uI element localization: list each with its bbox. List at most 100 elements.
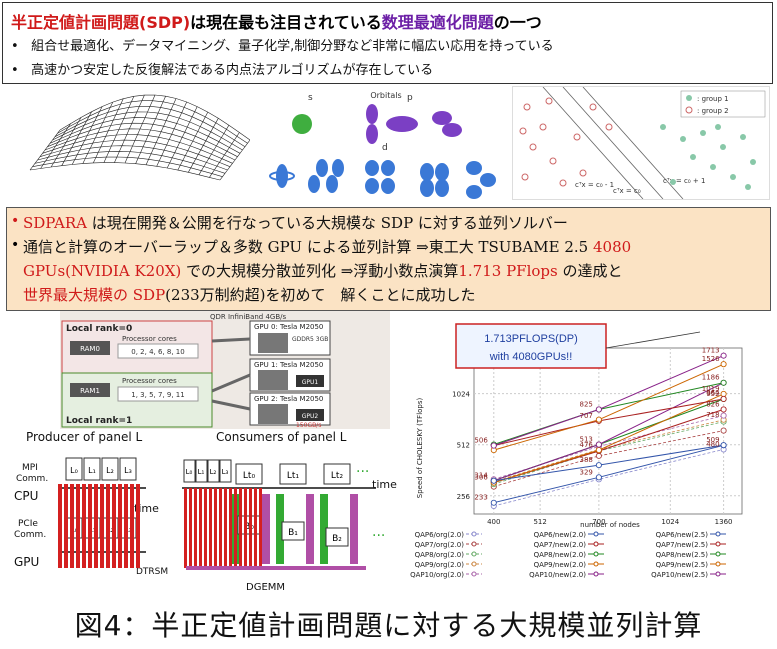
- svg-text:GDDR5 3GB: GDDR5 3GB: [292, 336, 328, 343]
- p-orbitals: [366, 104, 462, 144]
- mesh-line: [198, 125, 230, 175]
- classifier-legend: [680, 90, 766, 118]
- series-point: [595, 406, 602, 413]
- intro-box: 半正定値計画問題(SDP)は現在最も注目されている数理最適化問題の一つ • 組合…: [2, 2, 773, 84]
- mesh-line: [82, 101, 114, 164]
- svg-text:MPI: MPI: [22, 463, 38, 473]
- y-tick-label: 256: [457, 493, 471, 501]
- point-label: 707: [580, 412, 593, 420]
- classifier-figure: : group 1 : group 2 cᵀx = c₀ - 1 cᵀx = c…: [512, 86, 770, 200]
- mesh-line: [166, 106, 198, 169]
- series-point: [595, 462, 602, 469]
- consumer-dgemm-bar: [239, 488, 242, 568]
- sdpara-line-3: GPUs(NVIDIA K20X) での大規模分散並列化 ⇒浮動小数点演算1.7…: [23, 262, 623, 280]
- mesh-line: [135, 96, 166, 164]
- b-block-label: B₂: [332, 534, 342, 544]
- mpi-block: [83, 457, 101, 481]
- point-label: 952: [706, 390, 719, 398]
- legend-marker: [715, 571, 721, 577]
- ram1-box: [70, 383, 110, 397]
- svg-text:GPU 1: Tesla M2050: GPU 1: Tesla M2050: [254, 361, 323, 369]
- lt-block-label: Lt₁: [287, 471, 300, 481]
- legend-marker: [715, 541, 721, 547]
- sdpara-line-1: SDPARA は現在開発＆公開を行なっている大規模な SDP に対する並列ソルバ…: [23, 214, 568, 232]
- series-point: [720, 395, 727, 403]
- sdpara-line-2: 通信と計算のオーバーラップ＆多数 GPU による並列計算 ⇒東工大 TSUBAM…: [23, 238, 632, 256]
- point-label: 233: [474, 494, 487, 502]
- mesh-line: [209, 132, 240, 178]
- consumer-dgemm-bar: [249, 488, 252, 568]
- rank1-label: Local rank=1: [66, 416, 132, 426]
- pipeline-diagram: Producer of panel L Consumers of panel L…: [14, 430, 397, 593]
- consumer-dgemm-bar: [244, 488, 247, 568]
- point-label: 329: [580, 468, 593, 476]
- lt-block: [235, 463, 263, 485]
- mpi-block: [101, 457, 119, 481]
- mesh-line: [124, 94, 156, 164]
- time-label-left: time: [134, 502, 159, 515]
- group2-point: [573, 133, 581, 141]
- sdp-surface-plot: [29, 94, 250, 181]
- series-point: [490, 442, 497, 449]
- mesh-line: [61, 111, 92, 166]
- group1-point: [715, 124, 721, 130]
- eq-middle: cᵀx = c₀: [613, 187, 641, 195]
- producer-title: Producer of panel L: [26, 430, 142, 444]
- group1-point: [710, 164, 716, 170]
- dtrsm-bar: [124, 484, 128, 568]
- series-point: [720, 427, 727, 434]
- svg-text:Processor cores: Processor cores: [122, 335, 177, 343]
- group2-point: [545, 97, 553, 105]
- dtrsm-bar: [88, 484, 92, 568]
- mesh-line: [188, 118, 219, 173]
- legend-label: QAP6/new(2.5): [656, 531, 709, 539]
- green-transfer: [276, 494, 284, 564]
- series-point: [720, 379, 727, 386]
- green-transfer: [320, 494, 328, 564]
- dgemm-band: [186, 566, 366, 570]
- lt-block: [279, 463, 307, 485]
- mesh-line: [114, 94, 145, 163]
- point-label: 826: [706, 400, 720, 408]
- group2-point: [529, 143, 537, 151]
- legend-marker: [593, 531, 599, 537]
- consumer-dgemm-bar: [254, 488, 257, 568]
- svg-text:PCIe: PCIe: [18, 519, 38, 529]
- legend-label: QAP9/new(2.0): [534, 561, 587, 569]
- group2-point: [523, 103, 531, 111]
- group1-point: [750, 159, 756, 165]
- series-point: [490, 477, 497, 484]
- point-label: 718: [706, 411, 719, 419]
- series-line: [493, 430, 724, 487]
- legend-label: QAP10/org(2.0): [410, 571, 464, 579]
- consumer-mpi-label: L₀: [186, 468, 193, 476]
- group1-point: [740, 134, 746, 140]
- consumer-dgemm-bar: [234, 488, 237, 568]
- legend-marker: [593, 571, 599, 577]
- legend-label: QAP8/new(2.5): [656, 551, 709, 559]
- legend-marker: [471, 551, 477, 557]
- series-point: [595, 416, 602, 423]
- consumer-dgemm-bar: [184, 488, 187, 568]
- legend-marker: [593, 551, 599, 557]
- mesh-line: [145, 98, 177, 165]
- consumer-dgemm-bar: [214, 488, 217, 568]
- peak-annotation-box: [455, 323, 607, 369]
- intro-title: 半正定値計画問題(SDP)は現在最も注目されている数理最適化問題の一つ: [11, 13, 542, 32]
- series-point: [490, 499, 497, 506]
- chart-ylabel: Speed of CHOLESKY (TFlops): [416, 397, 424, 498]
- point-label: 306: [474, 474, 488, 482]
- group1-point: [670, 179, 676, 185]
- dtrsm-bar: [130, 484, 134, 568]
- consumer-mpi-block: [207, 459, 220, 483]
- chart-legend: QAP6/org(2.0) QAP7/org(2.0) QAP8/org(2.0) Q…: [410, 531, 726, 579]
- y-tick-label: 1024: [452, 391, 470, 399]
- group1-point: [700, 130, 706, 136]
- dtrsm-bar: [112, 484, 116, 568]
- point-label: 314: [474, 472, 488, 480]
- surface-mesh: [29, 94, 250, 181]
- group2-point: [579, 169, 587, 177]
- group2-point: [539, 123, 547, 131]
- series-point: [720, 352, 727, 359]
